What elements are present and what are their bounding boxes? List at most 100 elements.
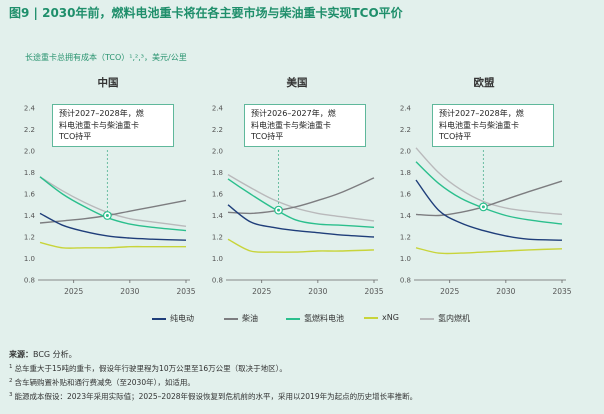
- x-tick-label: 2025: [252, 287, 271, 296]
- footnote-number: 3: [9, 392, 13, 398]
- x-tick-label: 2030: [496, 287, 515, 296]
- legend-swatch-fcev: [286, 317, 300, 320]
- annotation-text-line: TCO持平: [251, 132, 284, 141]
- y-tick-label: 1.0: [400, 255, 411, 263]
- y-tick-label: 1.8: [212, 169, 223, 177]
- series-line-bev: [415, 179, 563, 241]
- parity-marker-dot: [481, 205, 485, 209]
- y-tick-label: 1.2: [212, 234, 223, 242]
- panel-title-china: 中国: [97, 77, 119, 89]
- series-line-xng: [415, 247, 563, 255]
- footnote-2: 2 含车辆购置补贴和通行费减免（至2030年），如适用。: [9, 377, 195, 388]
- footnote-1: 1 总车重大于15吨的重卡，假设年行驶里程为10万公里至16万公里（取决于地区）。: [9, 363, 287, 374]
- y-tick-label: 1.6: [400, 191, 412, 199]
- x-tick-label: 2025: [440, 287, 459, 296]
- y-tick-label: 2.0: [400, 148, 411, 156]
- y-tick-label: 2.4: [400, 105, 412, 113]
- series-line-h2ice: [415, 147, 563, 216]
- annotation-text-line: 料电池重卡与柴油重卡: [59, 120, 139, 130]
- legend-label: xNG: [382, 313, 399, 322]
- y-tick-label: 1.0: [24, 255, 35, 263]
- parity-marker-dot: [277, 208, 281, 212]
- y-tick-label: 1.6: [24, 191, 36, 199]
- annotation-text-line: TCO持平: [59, 132, 92, 141]
- footnote-number: 1: [9, 364, 13, 370]
- y-tick-label: 2.4: [24, 105, 36, 113]
- series-line-diesel: [227, 177, 375, 215]
- y-tick-label: 0.8: [400, 277, 411, 285]
- y-tick-label: 0.8: [24, 277, 35, 285]
- parity-annotation-eu: 预计2027–2028年，燃 料电池重卡与柴油重卡 TCO持平: [432, 104, 554, 147]
- y-tick-label: 1.0: [212, 255, 223, 263]
- legend-item-bev: 纯电动: [152, 313, 194, 324]
- y-tick-label: 2.2: [212, 126, 223, 134]
- legend-label: 氢燃料电池: [304, 314, 344, 323]
- legend-item-h2ice: 氢内燃机: [420, 313, 470, 324]
- legend-swatch-bev: [152, 317, 166, 320]
- x-tick-label: 2035: [552, 287, 571, 296]
- annotation-text-line: 预计2027–2028年，燃: [439, 109, 524, 118]
- annotation-text-line: 预计2026–2027年，燃: [251, 109, 336, 118]
- y-tick-label: 2.0: [212, 148, 223, 156]
- footnote-text: 总车重大于15吨的重卡，假设年行驶里程为10万公里至16万公里（取决于地区）。: [14, 364, 287, 373]
- series-line-h2ice: [227, 173, 375, 222]
- legend-swatch-xng: [364, 316, 378, 319]
- series-line-bev: [39, 212, 187, 241]
- footnote-number: 2: [9, 378, 13, 384]
- series-line-fcev: [227, 178, 375, 228]
- y-tick-label: 2.2: [400, 126, 411, 134]
- footnote-text: 能源成本假设：2023年采用实际值；2025–2028年假设恢复到危机前的水平，…: [14, 392, 418, 401]
- series-line-fcev: [39, 176, 187, 232]
- y-tick-label: 1.4: [212, 212, 224, 220]
- y-tick-label: 2.0: [24, 148, 35, 156]
- legend: 纯电动 柴油 氢燃料电池 xNG 氢内燃机: [0, 313, 604, 329]
- y-tick-label: 1.8: [24, 169, 35, 177]
- series-line-xng: [39, 241, 186, 249]
- footnote-text: 含车辆购置补贴和通行费减免（至2030年），如适用。: [14, 378, 195, 387]
- footnote-3: 3 能源成本假设：2023年采用实际值；2025–2028年假设恢复到危机前的水平…: [9, 391, 417, 402]
- source-label: 来源：: [9, 350, 33, 359]
- x-tick-label: 2035: [176, 287, 195, 296]
- annotation-text-line: 料电池重卡与柴油重卡: [439, 120, 519, 130]
- series-line-xng: [227, 238, 375, 253]
- x-tick-label: 2030: [120, 287, 139, 296]
- series-line-h2ice: [39, 176, 187, 227]
- y-tick-label: 0.8: [212, 277, 223, 285]
- chart-panel-eu: 0.8 1.0 1.2 1.4 1.6 1.8 2.0 2.2 2.4 2025 2030 2035: [400, 105, 572, 297]
- parity-annotation-china: 预计2027–2028年，燃 料电池重卡与柴油重卡 TCO持平: [52, 104, 174, 147]
- annotation-text-line: TCO持平: [439, 132, 472, 141]
- y-tick-label: 2.4: [212, 105, 224, 113]
- y-tick-label: 1.6: [212, 191, 224, 199]
- y-tick-label: 1.8: [400, 169, 411, 177]
- y-tick-label: 1.4: [400, 212, 412, 220]
- annotation-text-line: 料电池重卡与柴油重卡: [251, 120, 331, 130]
- y-tick-label: 2.2: [24, 126, 35, 134]
- legend-item-fcev: 氢燃料电池: [286, 313, 344, 324]
- panel-title-us: 美国: [286, 77, 308, 89]
- chart-panel-china: 0.8 1.0 1.2 1.4 1.6 1.8 2.0 2.2 2.4 2025 2030 2035: [24, 105, 196, 297]
- legend-item-diesel: 柴油: [224, 313, 258, 324]
- legend-label: 纯电动: [170, 314, 194, 323]
- panel-title-eu: 欧盟: [473, 77, 495, 89]
- parity-annotation-us: 预计2026–2027年，燃 料电池重卡与柴油重卡 TCO持平: [244, 104, 366, 147]
- legend-item-xng: xNG: [364, 313, 399, 322]
- y-tick-label: 1.2: [24, 234, 35, 242]
- source-text: BCG 分析。: [33, 350, 77, 359]
- figure-title: 图9 | 2030年前，燃料电池重卡将在各主要市场与柴油重卡实现TCO平价: [9, 6, 403, 20]
- x-tick-label: 2035: [364, 287, 383, 296]
- x-tick-label: 2030: [308, 287, 327, 296]
- annotation-text-line: 预计2027–2028年，燃: [59, 109, 144, 118]
- legend-swatch-h2ice: [420, 317, 434, 320]
- legend-label: 柴油: [242, 314, 258, 323]
- parity-marker-dot: [105, 214, 109, 217]
- source-note: 来源：BCG 分析。: [9, 349, 77, 360]
- legend-swatch-diesel: [224, 317, 238, 320]
- x-tick-label: 2025: [64, 287, 83, 296]
- y-tick-label: 1.4: [24, 212, 36, 220]
- series-line-bev: [227, 204, 375, 238]
- chart-subtitle: 长途重卡总拥有成本（TCO）¹,²,³，美元/公里: [25, 53, 187, 62]
- y-tick-label: 1.2: [400, 234, 411, 242]
- legend-label: 氢内燃机: [438, 314, 470, 323]
- chart-panel-us: 0.8 1.0 1.2 1.4 1.6 1.8 2.0 2.2 2.4 2025 2030 2035: [212, 105, 384, 297]
